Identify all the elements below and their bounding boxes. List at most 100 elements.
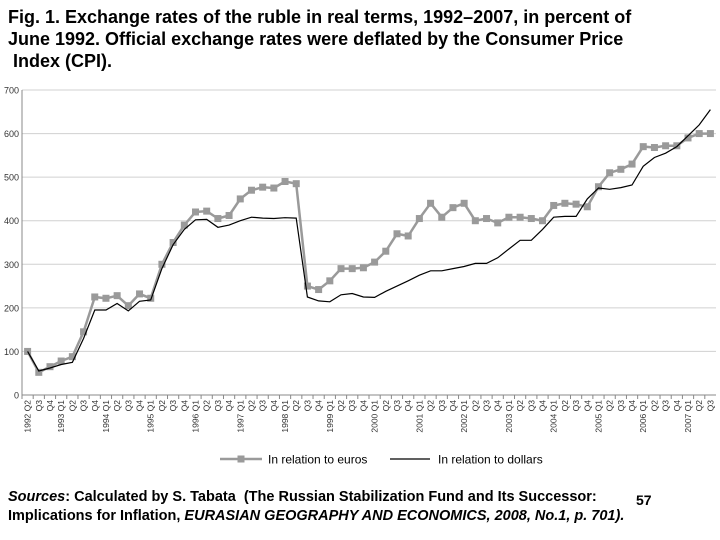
x-tick-label: 1992 Q2 xyxy=(23,400,33,433)
x-tick-label: Q4 xyxy=(538,400,548,412)
data-point-euros xyxy=(594,183,602,191)
data-point-euros xyxy=(706,130,714,138)
page-number: 57 xyxy=(636,492,652,508)
x-tick-label: 1996 Q1 xyxy=(191,400,201,433)
x-tick-label: Q2 xyxy=(649,400,659,412)
x-tick-label: Q2 xyxy=(381,400,391,412)
data-point-euros xyxy=(315,286,323,294)
data-point-euros xyxy=(427,199,435,207)
data-point-euros xyxy=(695,130,703,138)
data-point-euros xyxy=(270,184,278,192)
title-line-3: Index (CPI). xyxy=(8,51,113,71)
data-point-euros xyxy=(169,239,177,246)
data-point-euros xyxy=(68,353,76,361)
data-point-euros xyxy=(684,134,692,142)
x-tick-label: Q2 xyxy=(605,400,615,412)
x-tick-label: Q3 xyxy=(123,400,133,412)
data-point-euros xyxy=(639,143,647,151)
sources-line-1-text: : Calculated by S. Tabata (The Russian S… xyxy=(65,489,601,505)
x-tick-label: 1993 Q1 xyxy=(56,400,66,433)
title-line-2: June 1992. Official exchange rates were … xyxy=(8,29,624,49)
x-tick-label: Q4 xyxy=(672,400,682,412)
x-tick-label: Q4 xyxy=(90,400,100,412)
data-point-euros xyxy=(292,180,300,188)
data-point-euros xyxy=(404,232,412,240)
data-point-euros xyxy=(371,258,379,266)
data-point-euros xyxy=(438,213,446,221)
sources-label: Sources xyxy=(8,489,66,505)
x-tick-label: Q3 xyxy=(571,400,581,412)
data-point-euros xyxy=(561,199,569,207)
x-tick-label: 2006 Q1 xyxy=(638,400,648,433)
sources-note: Sources: Calculated by S. Tabata (The Ru… xyxy=(8,488,624,526)
sources-citation: EURASIAN GEOGRAPHY AND ECONOMICS, 2008, … xyxy=(184,508,625,524)
x-tick-label: Q4 xyxy=(179,400,189,412)
sources-line-2: Implications for Inflation, EURASIAN GEO… xyxy=(8,507,624,526)
x-tick-label: Q2 xyxy=(560,400,570,412)
x-tick-label: Q4 xyxy=(224,400,234,412)
data-point-euros xyxy=(303,282,311,290)
x-tick-label: 1995 Q1 xyxy=(146,400,156,433)
data-point-euros xyxy=(460,199,468,207)
x-tick-label: Q2 xyxy=(291,400,301,412)
data-point-euros xyxy=(606,169,614,177)
data-point-euros xyxy=(650,144,658,152)
data-point-euros xyxy=(236,195,244,203)
series-line-dollars xyxy=(27,109,711,372)
y-tick-label: 300 xyxy=(4,260,19,270)
data-point-euros xyxy=(449,204,457,212)
data-point-euros xyxy=(113,292,121,300)
x-tick-label: Q2 xyxy=(157,400,167,412)
data-point-euros xyxy=(91,293,99,301)
x-tick-label: Q4 xyxy=(493,400,503,412)
y-tick-label: 500 xyxy=(4,173,19,183)
x-tick-label: Q3 xyxy=(705,400,715,412)
x-tick-label: 2004 Q1 xyxy=(549,400,559,433)
data-point-euros xyxy=(57,357,65,365)
x-tick-label: Q3 xyxy=(79,400,89,412)
legend-label-dollars: In relation to dollars xyxy=(438,453,543,467)
x-tick-label: Q2 xyxy=(515,400,525,412)
x-tick-label: Q4 xyxy=(314,400,324,412)
title-line-1: Fig. 1. Exchange rates of the ruble in r… xyxy=(8,7,632,27)
data-point-euros xyxy=(326,277,334,285)
data-point-euros xyxy=(415,215,423,223)
x-tick-label: 2002 Q1 xyxy=(459,400,469,433)
x-tick-label: Q3 xyxy=(437,400,447,412)
x-axis: 1992 Q2 Q3 Q4 1993 Q1 Q2 Q3 Q4 1994 Q1 Q2 Q3 Q4 199… xyxy=(21,394,716,433)
data-point-euros xyxy=(359,264,367,272)
data-point-euros xyxy=(550,201,558,209)
gridlines xyxy=(22,89,716,352)
sources-line-1: Sources: Calculated by S. Tabata (The Ru… xyxy=(8,488,624,507)
x-tick-label: Q3 xyxy=(482,400,492,412)
legend: In relation to euros In relation to dolla… xyxy=(220,453,543,467)
y-tick-label: 400 xyxy=(4,216,19,226)
data-point-euros xyxy=(483,215,491,223)
data-point-euros xyxy=(214,215,222,223)
data-point-euros xyxy=(180,221,188,229)
data-point-euros xyxy=(393,230,401,238)
x-tick-label: Q2 xyxy=(336,400,346,412)
data-point-euros xyxy=(628,160,636,168)
x-tick-label: Q3 xyxy=(302,400,312,412)
x-tick-label: Q4 xyxy=(358,400,368,412)
data-point-euros xyxy=(337,265,345,273)
data-point-euros xyxy=(348,265,356,273)
x-tick-label: Q2 xyxy=(470,400,480,412)
data-point-euros xyxy=(471,217,479,225)
sources-line-2-text: Implications for Inflation, xyxy=(8,508,185,524)
data-point-euros xyxy=(136,290,144,298)
data-point-euros xyxy=(617,165,625,173)
y-tick-label: 700 xyxy=(4,86,19,96)
data-point-euros xyxy=(259,183,267,191)
x-tick-label: Q4 xyxy=(582,400,592,412)
data-point-euros xyxy=(203,207,211,215)
x-tick-label: 2000 Q1 xyxy=(370,400,380,433)
data-point-euros xyxy=(516,213,524,221)
x-tick-label: Q2 xyxy=(426,400,436,412)
data-point-euros xyxy=(281,178,289,185)
data-point-euros xyxy=(382,247,390,255)
y-tick-label: 200 xyxy=(4,303,19,313)
x-tick-label: Q3 xyxy=(392,400,402,412)
